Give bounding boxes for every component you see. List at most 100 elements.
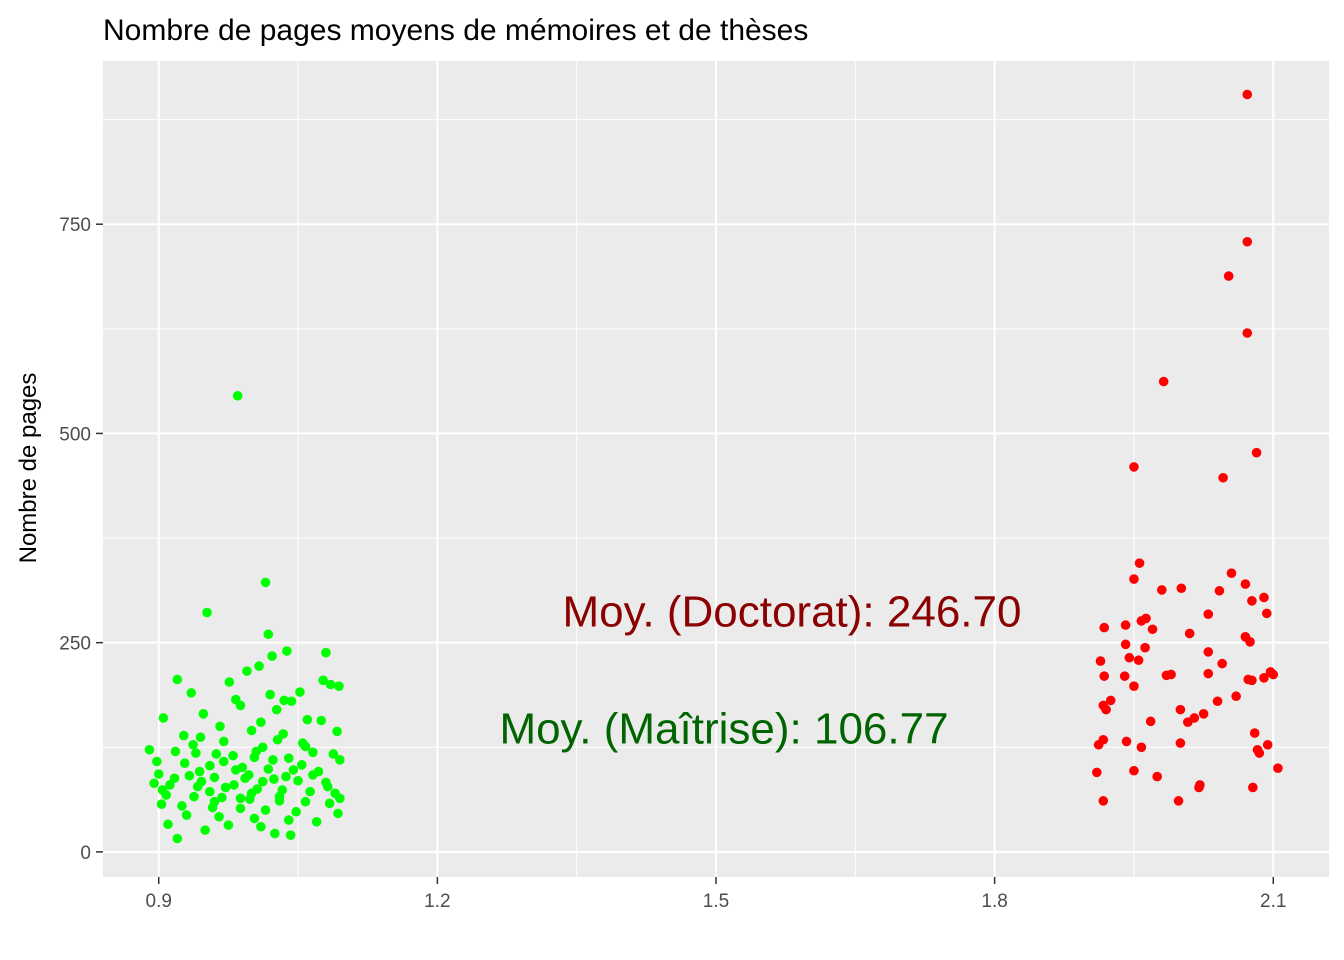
data-point-maitrise	[263, 629, 274, 640]
annotation-mean-maitrise: Moy. (Maîtrise): 106.77	[499, 705, 948, 754]
data-point-maitrise	[333, 808, 343, 819]
data-point-doctorat	[1259, 673, 1269, 683]
y-tick-label: 500	[59, 424, 91, 445]
data-point-doctorat	[1129, 681, 1139, 691]
data-point-maitrise	[260, 577, 271, 588]
data-point-maitrise	[170, 746, 181, 757]
data-point-maitrise	[165, 780, 175, 790]
y-tick-label: 0	[80, 843, 91, 864]
data-point-doctorat	[1194, 782, 1204, 793]
data-point-maitrise	[184, 770, 195, 781]
data-point-doctorat	[1242, 89, 1253, 100]
data-point-maitrise	[321, 647, 331, 658]
data-point-doctorat	[1120, 639, 1131, 650]
data-point-maitrise	[189, 791, 199, 802]
data-point-maitrise	[244, 770, 254, 780]
data-point-doctorat	[1247, 596, 1257, 606]
data-point-doctorat	[1099, 622, 1110, 633]
data-point-maitrise	[228, 750, 238, 761]
data-point-doctorat	[1152, 771, 1162, 782]
data-point-maitrise	[256, 717, 266, 727]
data-point-doctorat	[1198, 709, 1209, 719]
data-point-maitrise	[318, 675, 328, 686]
data-point-maitrise	[163, 819, 173, 830]
data-point-maitrise	[302, 714, 313, 725]
data-point-maitrise	[186, 688, 197, 698]
data-point-maitrise	[242, 666, 252, 676]
data-point-maitrise	[223, 820, 234, 830]
data-point-doctorat	[1175, 738, 1186, 748]
data-point-maitrise	[286, 696, 297, 707]
data-point-maitrise	[281, 771, 291, 782]
data-point-doctorat	[1259, 592, 1269, 603]
data-point-maitrise	[202, 607, 212, 618]
data-point-maitrise	[157, 785, 168, 795]
data-point-doctorat	[1176, 583, 1187, 594]
data-point-maitrise	[295, 687, 305, 697]
data-point-maitrise	[179, 730, 189, 741]
data-point-maitrise	[214, 811, 224, 822]
chart-title: Nombre de pages moyens de mémoires et de…	[103, 14, 808, 47]
data-point-doctorat	[1245, 637, 1255, 647]
data-point-maitrise	[172, 833, 183, 844]
data-point-maitrise	[308, 747, 318, 758]
y-tick-label: 250	[59, 634, 91, 655]
data-point-doctorat	[1251, 447, 1262, 458]
series-maitrise-points	[144, 390, 345, 844]
data-point-maitrise	[224, 677, 235, 687]
data-point-doctorat	[1101, 704, 1111, 715]
data-point-maitrise	[218, 756, 229, 767]
x-tick-label: 0.9	[146, 891, 172, 912]
data-point-maitrise	[229, 780, 239, 790]
data-point-doctorat	[1140, 642, 1150, 653]
data-point-maitrise	[215, 721, 225, 732]
data-point-maitrise	[246, 788, 257, 799]
data-point-doctorat	[1254, 748, 1265, 758]
x-tick-label: 1.2	[424, 891, 450, 912]
data-point-doctorat	[1105, 695, 1116, 706]
data-point-maitrise	[293, 775, 303, 786]
data-point-maitrise	[191, 748, 201, 758]
data-point-maitrise	[335, 755, 345, 765]
y-tick-label: 750	[59, 215, 91, 236]
data-point-maitrise	[324, 798, 335, 809]
data-point-maitrise	[181, 810, 192, 820]
data-point-maitrise	[209, 772, 220, 783]
data-point-maitrise	[305, 786, 315, 797]
data-point-maitrise	[235, 803, 246, 814]
data-point-maitrise	[218, 736, 229, 747]
data-point-maitrise	[308, 770, 318, 780]
data-point-maitrise	[152, 756, 162, 767]
grid-major	[103, 61, 1329, 877]
data-point-maitrise	[172, 674, 183, 685]
data-point-maitrise	[279, 695, 289, 706]
data-point-maitrise	[311, 816, 322, 827]
data-point-maitrise	[296, 760, 307, 770]
data-point-doctorat	[1203, 668, 1214, 679]
data-point-doctorat	[1158, 376, 1169, 387]
data-point-maitrise	[179, 758, 190, 768]
data-point-maitrise	[283, 753, 294, 763]
data-point-maitrise	[235, 793, 246, 804]
data-point-maitrise	[325, 679, 336, 690]
data-point-doctorat	[1226, 568, 1237, 578]
data-point-doctorat	[1093, 739, 1104, 750]
data-point-maitrise	[267, 651, 277, 661]
data-point-maitrise	[316, 715, 327, 726]
data-point-doctorat	[1242, 328, 1253, 338]
data-point-maitrise	[334, 681, 344, 691]
data-point-doctorat	[1099, 671, 1110, 681]
data-point-maitrise	[335, 793, 345, 804]
data-point-maitrise	[196, 776, 207, 787]
data-point-doctorat	[1217, 658, 1227, 669]
data-point-doctorat	[1273, 763, 1283, 773]
data-point-doctorat	[1120, 620, 1131, 630]
y-axis: 0 250 500 750	[59, 215, 103, 864]
data-point-maitrise	[300, 796, 311, 807]
data-point-maitrise	[220, 782, 231, 793]
data-point-maitrise	[198, 709, 209, 719]
data-point-maitrise	[231, 765, 241, 775]
data-point-maitrise	[217, 792, 227, 803]
data-point-maitrise	[194, 766, 205, 777]
